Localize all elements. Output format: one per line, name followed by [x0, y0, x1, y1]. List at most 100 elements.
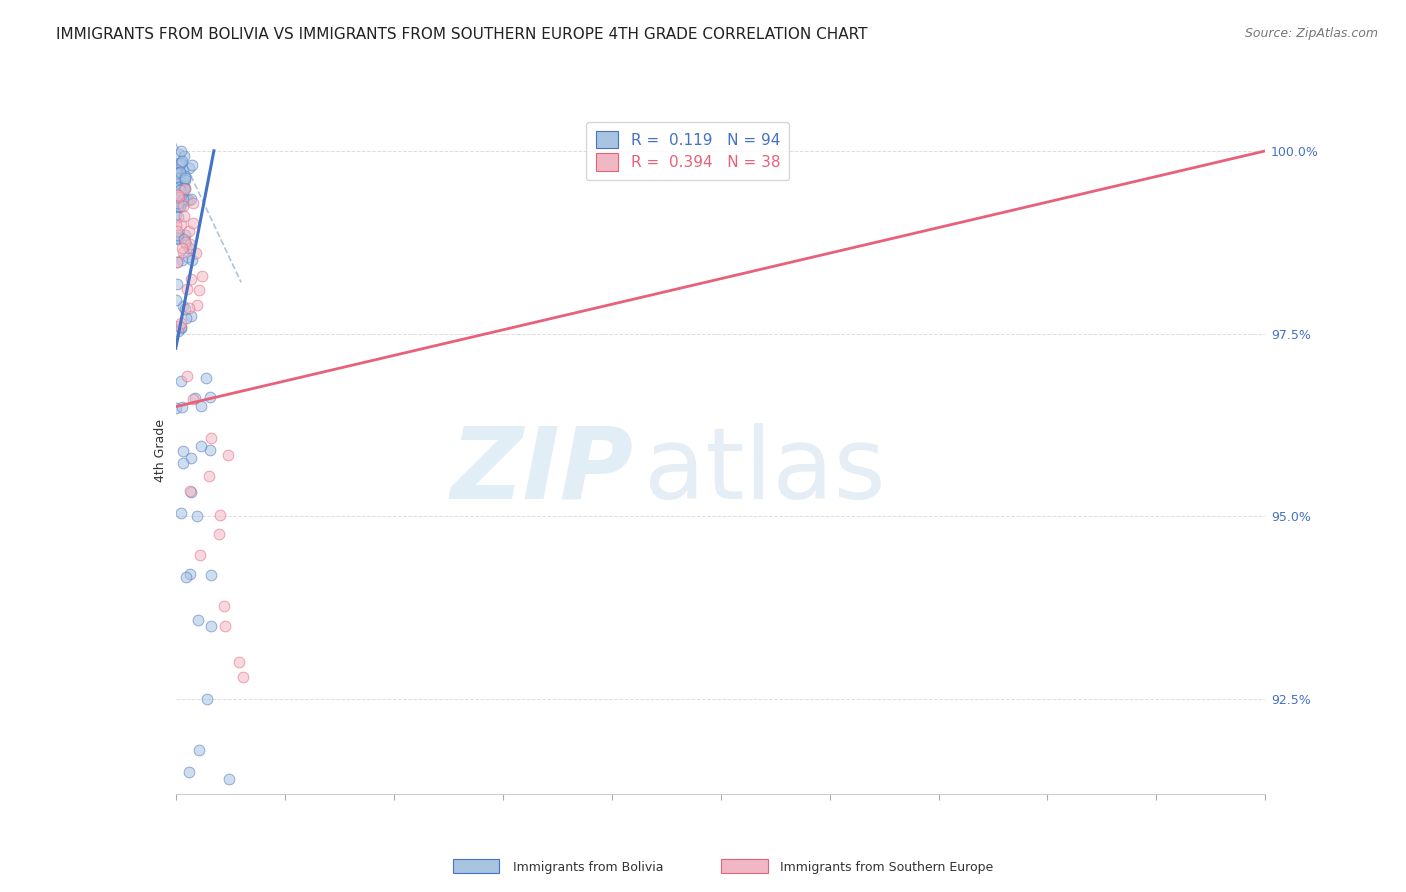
Point: [170, 400, 193, 414]
Point: [166, 191, 188, 205]
Point: [170, 156, 193, 170]
Point: [208, 508, 231, 522]
Point: [186, 298, 208, 312]
Point: [188, 549, 211, 563]
Point: [166, 254, 188, 268]
Text: IMMIGRANTS FROM BOLIVIA VS IMMIGRANTS FROM SOUTHERN EUROPE 4TH GRADE CORRELATION: IMMIGRANTS FROM BOLIVIA VS IMMIGRANTS FR…: [56, 27, 868, 42]
Point: [179, 192, 201, 206]
Point: [170, 188, 193, 202]
Point: [179, 764, 201, 779]
Point: [190, 400, 212, 414]
Point: [179, 236, 201, 251]
Point: [165, 293, 187, 308]
Point: [173, 209, 195, 223]
Point: [172, 162, 194, 177]
Point: [169, 155, 191, 169]
Point: [172, 193, 194, 207]
Point: [166, 170, 188, 185]
Point: [166, 198, 188, 212]
Point: [169, 189, 191, 203]
Point: [218, 772, 240, 787]
Point: [165, 186, 187, 201]
Point: [181, 216, 204, 230]
Point: [172, 175, 194, 189]
Point: [190, 439, 212, 453]
Point: [170, 218, 193, 232]
Point: [174, 311, 197, 326]
Point: [167, 318, 190, 333]
Point: [188, 283, 211, 297]
Point: [173, 182, 195, 196]
Point: [165, 171, 187, 186]
Point: [172, 443, 194, 458]
Point: [172, 244, 194, 259]
Point: [167, 210, 190, 224]
Point: [181, 195, 204, 210]
Point: [165, 219, 187, 233]
Point: [174, 235, 197, 249]
Point: [187, 613, 209, 627]
Point: [170, 506, 193, 520]
Point: [176, 368, 198, 383]
Point: [198, 390, 221, 404]
Point: [166, 231, 188, 245]
Bar: [453, 859, 499, 873]
Point: [170, 374, 193, 388]
Point: [174, 169, 197, 183]
Point: [170, 191, 193, 205]
Point: [167, 324, 190, 338]
Text: Immigrants from Southern Europe: Immigrants from Southern Europe: [780, 861, 994, 873]
Point: [172, 241, 194, 255]
Point: [176, 194, 198, 208]
Point: [172, 199, 194, 213]
Point: [170, 144, 193, 158]
Point: [169, 316, 191, 330]
Point: [165, 162, 187, 177]
Point: [169, 171, 191, 186]
Point: [184, 391, 207, 405]
Point: [180, 450, 202, 465]
Point: [173, 231, 195, 245]
Point: [174, 570, 197, 584]
Point: [166, 169, 188, 184]
Point: [200, 619, 222, 633]
Point: [177, 193, 200, 207]
Point: [167, 232, 190, 246]
Point: [177, 224, 200, 238]
Point: [188, 743, 211, 757]
Point: [172, 299, 194, 313]
Point: [166, 199, 188, 213]
Legend: R =  0.119   N = 94, R =  0.394   N = 38: R = 0.119 N = 94, R = 0.394 N = 38: [586, 121, 789, 180]
Point: [173, 149, 195, 163]
Point: [167, 195, 190, 210]
Point: [181, 158, 204, 172]
Point: [214, 599, 236, 613]
Point: [169, 183, 191, 197]
Point: [180, 484, 202, 499]
Point: [174, 301, 197, 316]
Point: [200, 567, 222, 582]
Point: [166, 254, 188, 268]
Point: [174, 171, 197, 186]
Point: [173, 173, 195, 187]
Point: [172, 456, 194, 470]
Point: [180, 252, 202, 267]
Point: [232, 670, 254, 684]
Point: [165, 401, 187, 416]
Point: [166, 277, 188, 291]
Point: [169, 190, 191, 204]
Point: [173, 180, 195, 194]
Point: [198, 469, 221, 483]
Point: [179, 484, 201, 499]
Point: [173, 181, 195, 195]
Point: [169, 165, 191, 179]
Point: [165, 166, 187, 180]
Point: [170, 320, 193, 334]
Y-axis label: 4th Grade: 4th Grade: [155, 419, 167, 482]
Text: ZIP: ZIP: [450, 423, 633, 519]
Point: [177, 251, 200, 265]
Point: [217, 448, 239, 462]
Point: [176, 236, 198, 251]
Point: [174, 227, 197, 242]
Point: [167, 228, 190, 243]
